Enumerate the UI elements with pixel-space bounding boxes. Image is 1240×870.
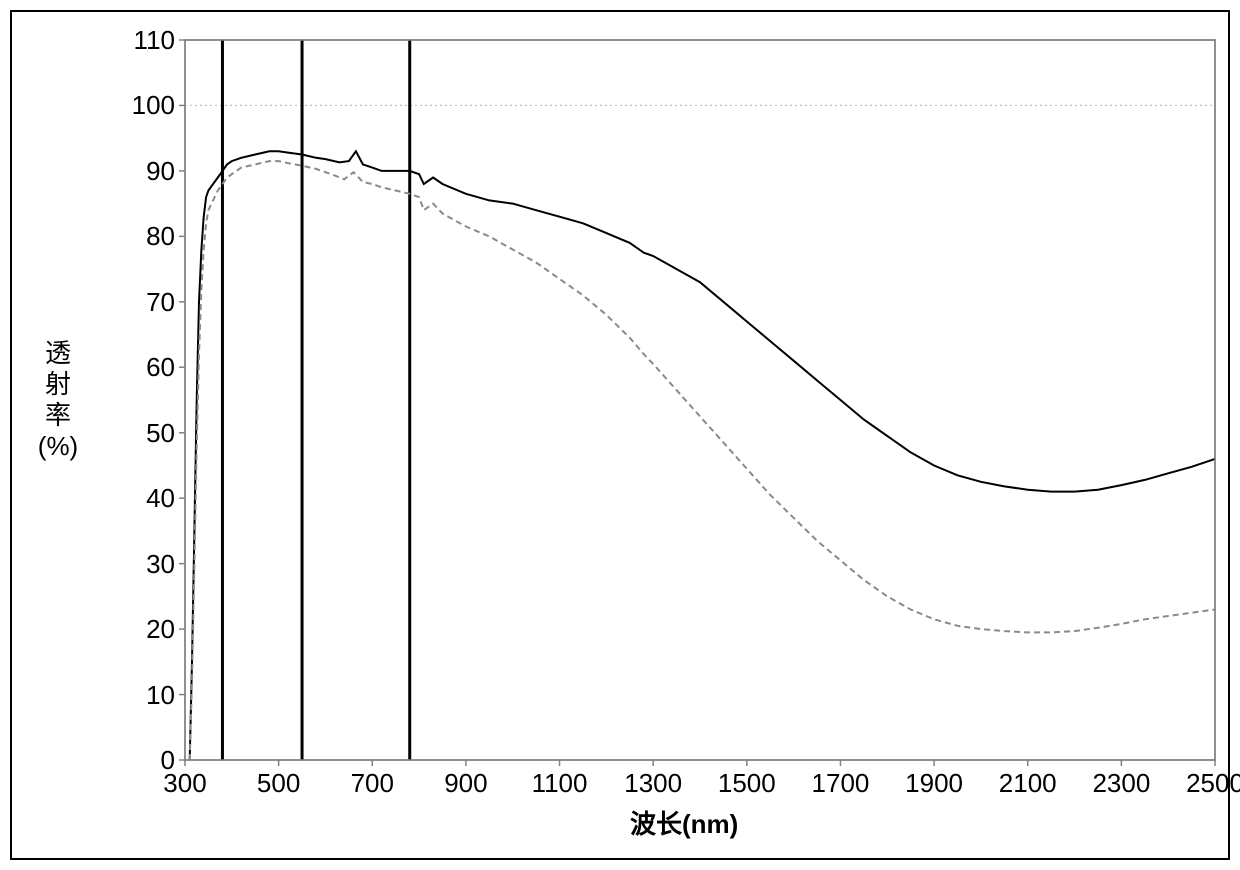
- chart-svg: [10, 10, 1230, 860]
- x-tick-label: 2100: [998, 768, 1058, 799]
- y-tick-label: 80: [146, 221, 175, 252]
- y-tick-label: 50: [146, 418, 175, 449]
- x-tick-label: 500: [249, 768, 309, 799]
- x-tick-label: 1300: [623, 768, 683, 799]
- x-tick-label: 1100: [530, 768, 590, 799]
- x-tick-label: 900: [436, 768, 496, 799]
- y-tick-label: 20: [146, 614, 175, 645]
- y-tick-label: 60: [146, 352, 175, 383]
- chart-container: 透射率(%)波长(nm)0102030405060708090100110300…: [10, 10, 1230, 860]
- x-tick-label: 1900: [904, 768, 964, 799]
- plot-area: [185, 40, 1215, 760]
- y-tick-label: 40: [146, 483, 175, 514]
- y-tick-label: 30: [146, 549, 175, 580]
- x-tick-label: 300: [155, 768, 215, 799]
- y-tick-label: 100: [132, 90, 175, 121]
- x-tick-label: 2300: [1091, 768, 1151, 799]
- y-tick-label: 110: [134, 25, 175, 56]
- x-tick-label: 2500: [1185, 768, 1240, 799]
- y-tick-label: 70: [146, 287, 175, 318]
- x-tick-label: 1700: [810, 768, 870, 799]
- x-tick-label: 1500: [717, 768, 777, 799]
- y-tick-label: 10: [146, 680, 175, 711]
- y-tick-label: 90: [146, 156, 175, 187]
- x-tick-label: 700: [342, 768, 402, 799]
